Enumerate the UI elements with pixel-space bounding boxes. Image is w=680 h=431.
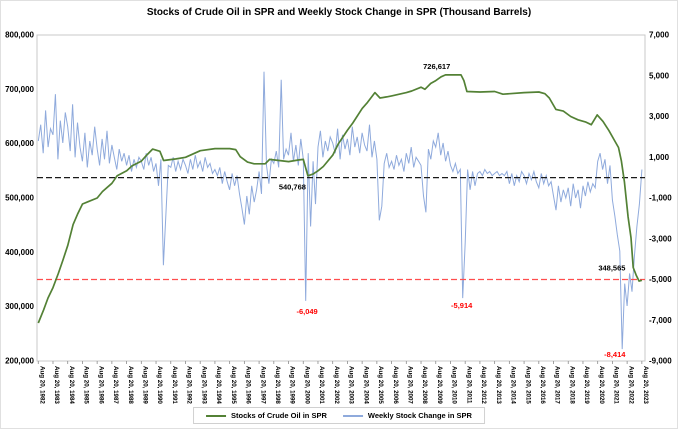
x-axis-tick-label: Aug 20, 2015 — [524, 366, 531, 404]
annotation-label: -5,914 — [451, 301, 473, 310]
x-axis-tick-label: Aug 20, 1990 — [156, 366, 163, 404]
x-axis-tick-label: Aug 20, 1983 — [53, 366, 60, 404]
x-axis-tick-label: Aug 20, 2010 — [451, 366, 458, 404]
x-axis-tick-label: Aug 20, 2007 — [407, 366, 414, 404]
chart-canvas: 800,000 700,000 600,000 500,000 400,000 300,0… — [5, 31, 672, 405]
x-axis-tick-label: Aug 20, 2006 — [392, 366, 399, 404]
y-axis-right-tick-label: 7,000 — [649, 31, 670, 40]
chart-legend: Stocks of Crude Oil in SPR Weekly Stock … — [193, 407, 485, 424]
x-axis-tick-label: Aug 20, 2002 — [333, 366, 340, 404]
y-axis-right-tick-label: -5,000 — [649, 275, 672, 284]
legend-label-weekly-change: Weekly Stock Change in SPR — [367, 411, 472, 420]
x-axis-tick-label: Aug 20, 2013 — [495, 366, 502, 404]
x-axis-tick-label: Aug 20, 2018 — [568, 366, 575, 404]
y-axis-left-tick-label: 500,000 — [5, 194, 34, 203]
x-axis-tick-label: Aug 20, 1982 — [39, 366, 46, 404]
plot-area — [36, 34, 646, 362]
annotation-label: 348,565 — [598, 263, 625, 272]
y-axis-left-tick-label: 800,000 — [5, 31, 34, 40]
x-axis-tick-label: Aug 20, 2009 — [436, 366, 443, 404]
x-axis-tick-label: Aug 20, 2017 — [554, 366, 561, 404]
stocks-line — [37, 74, 643, 324]
y-axis-left-tick-label: 400,000 — [5, 248, 34, 257]
x-axis-tick-label: Aug 20, 2000 — [304, 366, 311, 404]
x-axis-tick-label: Aug 20, 1986 — [97, 366, 104, 404]
annotation-label: -8,414 — [604, 350, 626, 359]
y-axis-left-tick-label: 600,000 — [5, 139, 34, 148]
x-axis-tick-label: Aug 20, 2019 — [583, 366, 590, 404]
x-axis-tick-label: Aug 20, 1987 — [112, 366, 119, 404]
stocks-line-swatch-icon — [206, 414, 227, 417]
legend-item-weekly-change: Weekly Stock Change in SPR — [342, 411, 472, 420]
x-axis-tick-label: Aug 20, 2011 — [465, 366, 472, 404]
chart-title: Stocks of Crude Oil in SPR and Weekly St… — [146, 7, 532, 18]
x-axis-tick-label: Aug 20, 1984 — [68, 366, 75, 404]
x-axis-tick-label: Aug 20, 1991 — [171, 366, 178, 404]
x-axis-tick-label: Aug 20, 2012 — [480, 366, 487, 404]
legend-label-stocks: Stocks of Crude Oil in SPR — [231, 411, 327, 420]
x-axis-tick-label: Aug 20, 1997 — [259, 366, 266, 404]
x-axis-tick-label: Aug 20, 1992 — [186, 366, 193, 404]
x-axis-tick-label: Aug 20, 2020 — [598, 366, 605, 404]
y-axis-right-tick-label: 5,000 — [649, 71, 670, 80]
x-axis-tick-label: Aug 20, 1995 — [230, 366, 237, 404]
weekly-change-line — [37, 71, 643, 350]
annotation-label: 540,768 — [279, 182, 306, 191]
y-axis-right-tick-label: -9,000 — [649, 357, 672, 366]
x-axis-tick-label: Aug 20, 2014 — [510, 366, 517, 404]
x-axis-tick-label: Aug 20, 2003 — [348, 366, 355, 404]
x-axis-tick-label: Aug 20, 1999 — [289, 366, 296, 404]
y-axis-right-tick-label: 1,000 — [649, 153, 670, 162]
x-axis-tick-label: Aug 20, 2008 — [421, 366, 428, 404]
weekly-change-line-swatch-icon — [342, 414, 363, 417]
annotation-label: -6,049 — [296, 307, 317, 316]
annotation-label: 726,617 — [423, 62, 450, 71]
x-axis-tick-label: Aug 20, 1996 — [245, 366, 252, 404]
y-axis-left-tick-label: 700,000 — [5, 85, 34, 94]
x-axis-tick-label: Aug 20, 2022 — [627, 366, 634, 404]
legend-item-stocks: Stocks of Crude Oil in SPR — [206, 411, 327, 420]
x-axis-tick-label: Aug 20, 1989 — [142, 366, 149, 404]
y-axis-right-tick-label: 3,000 — [649, 112, 670, 121]
x-axis-tick-label: Aug 20, 2001 — [318, 366, 325, 404]
y-axis-left-tick-label: 300,000 — [5, 302, 34, 311]
y-axis-right-tick-label: -1,000 — [649, 194, 672, 203]
y-axis-right-tick-label: -3,000 — [649, 234, 672, 243]
x-axis-tick-label: Aug 20, 2016 — [539, 366, 546, 404]
x-axis-tick-label: Aug 20, 2021 — [613, 366, 620, 404]
x-axis-tick-label: Aug 20, 2023 — [642, 366, 649, 404]
x-axis-tick-label: Aug 20, 1998 — [274, 366, 281, 404]
x-axis-tick-label: Aug 20, 1985 — [83, 366, 90, 404]
y-axis-right-tick-label: -7,000 — [649, 316, 672, 325]
x-axis-tick-label: Aug 20, 2004 — [362, 366, 369, 404]
x-axis-tick-label: Aug 20, 1993 — [200, 366, 207, 404]
x-axis-tick-label: Aug 20, 1994 — [215, 366, 222, 404]
x-axis-tick-label: Aug 20, 2005 — [377, 366, 384, 404]
x-axis-tick-label: Aug 20, 1988 — [127, 366, 134, 404]
y-axis-left-tick-label: 200,000 — [5, 357, 34, 366]
